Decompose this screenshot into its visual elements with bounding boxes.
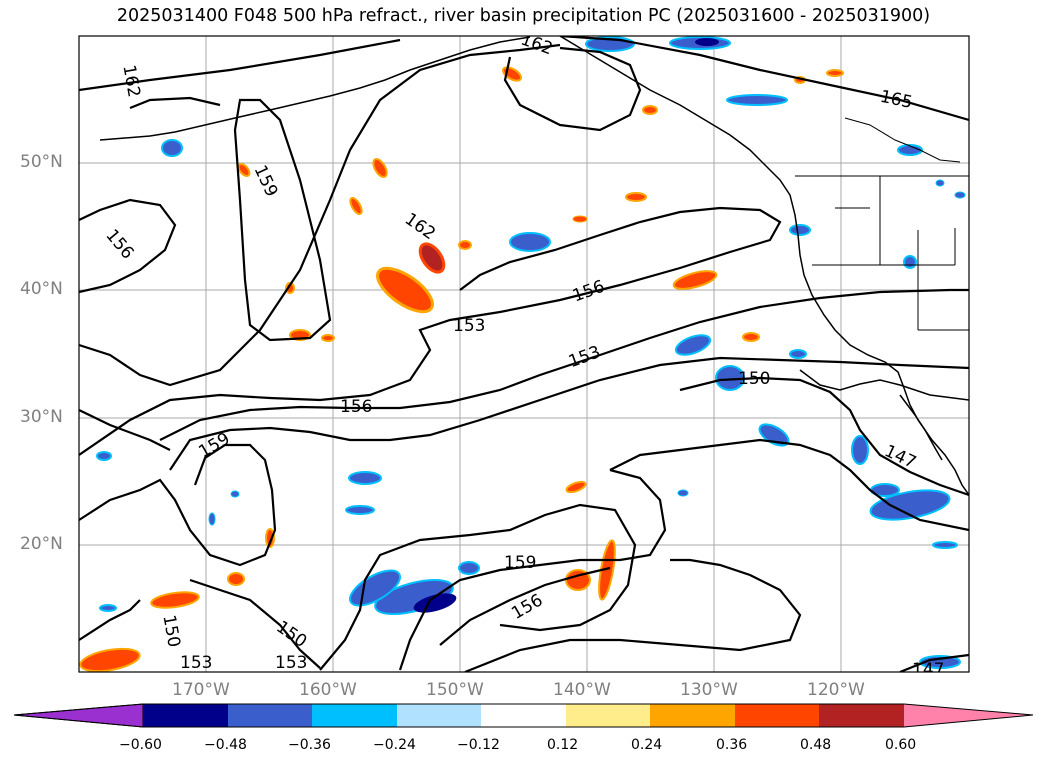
contour-label: 159 — [504, 553, 536, 573]
colorbar-outline — [13, 703, 1034, 728]
coastlines — [99, 36, 969, 496]
colorbar-segment — [228, 704, 312, 727]
colorbar-tick-label: 0.12 — [547, 737, 579, 753]
lon-label: 140°W — [553, 680, 611, 700]
lon-label: 170°W — [172, 680, 230, 700]
colorbar-segment — [481, 704, 566, 727]
colorbar-segment — [735, 704, 819, 727]
colorbar-tick-label: −0.60 — [119, 737, 162, 753]
colorbar-extend-right — [904, 704, 1033, 727]
lon-label: 150°W — [426, 680, 484, 700]
contour-label: 150 — [738, 369, 770, 389]
contour-label: 153 — [275, 653, 307, 673]
colorbar-tick-label: −0.48 — [204, 737, 247, 753]
colorbar-segment — [397, 704, 481, 727]
refractivity-contours — [79, 36, 969, 672]
lat-label: 50°N — [20, 152, 63, 172]
lat-label: 40°N — [20, 279, 63, 299]
colorbar-tick-label: −0.36 — [288, 737, 331, 753]
map-panel: 162 162 165 159 156 162 156 153 153 156 … — [79, 36, 969, 680]
colorbar-tick-label: 0.60 — [885, 737, 917, 753]
colorbar-segment — [312, 704, 397, 727]
colorbar-tick-label: 0.48 — [800, 737, 832, 753]
contour-label: 153 — [180, 653, 212, 673]
lon-label: 160°W — [299, 680, 357, 700]
colorbar-tick-label: −0.12 — [457, 737, 500, 753]
colorbar-segment — [143, 704, 228, 727]
contour-label: 156 — [340, 397, 372, 417]
colorbar-segment — [819, 704, 904, 727]
contour-label: 153 — [453, 316, 485, 336]
colorbar-tick-label: −0.24 — [373, 737, 416, 753]
colorbar — [13, 703, 1034, 728]
colorbar-segment — [566, 704, 650, 727]
map-frame — [78, 35, 970, 673]
lat-label: 30°N — [20, 407, 63, 427]
map-title: 2025031400 F048 500 hPa refract., river … — [116, 6, 931, 26]
lat-label: 20°N — [20, 534, 63, 554]
contour-label: 147 — [912, 660, 944, 680]
lon-label: 130°W — [680, 680, 738, 700]
lon-label: 120°W — [807, 680, 865, 700]
colorbar-extend-left — [13, 703, 144, 728]
borders — [795, 117, 969, 331]
colorbar-segment — [650, 704, 735, 727]
colorbar-tick-label: 0.36 — [716, 737, 748, 753]
colorbar-tick-label: 0.24 — [631, 737, 663, 753]
precipitation-shading — [79, 36, 966, 672]
